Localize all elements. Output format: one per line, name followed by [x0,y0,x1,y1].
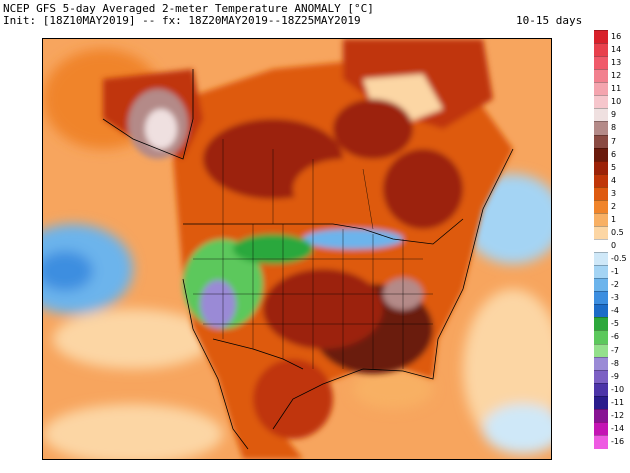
colorbar-swatch [594,317,608,332]
us-canada-border [183,218,464,245]
colorbar-swatch [594,186,608,201]
colorbar-swatch [594,82,608,97]
colorbar-label: -4 [611,306,619,316]
colorbar-label: -7 [611,345,619,355]
pacific-neutral-band [53,309,213,369]
colorbar-swatch [594,212,608,227]
colorbar-swatch [594,265,608,280]
colorbar-swatch [594,239,608,254]
colorbar-swatch [594,173,608,188]
colorbar-swatch [594,434,608,449]
colorbar-swatch [594,56,608,71]
alaska-extreme-core [145,109,177,149]
colorbar-swatch [594,108,608,123]
us-mexico-border [212,338,304,370]
colorbar-label: 3 [611,188,617,198]
colorbar-swatch [594,278,608,293]
colorbar-label: -2 [611,280,619,290]
colorbar-swatch [594,69,608,84]
colorbar-label: 5 [611,162,617,172]
colorbar-swatch [594,291,608,306]
colorbar-swatch [594,121,608,136]
rockies-cool [233,234,313,264]
colorbar-swatch [594,343,608,358]
colorbar-label: 2 [611,201,617,211]
colorbar-swatch [594,30,608,45]
quebec-hot [383,149,463,229]
colorbar-label: 9 [611,110,617,120]
colorbar-swatch [594,369,608,384]
colorbar-swatch [594,199,608,214]
colorbar-swatch [594,134,608,149]
colorbar-label: -3 [611,293,619,303]
colorbar-swatch [594,304,608,319]
colorbar-swatch [594,382,608,397]
colorbar-label: 4 [611,175,617,185]
colorbar-swatch [594,408,608,423]
great-lakes-cool [303,229,403,249]
caribbean-cool [483,404,551,454]
colorbar-label: 6 [611,149,617,159]
colorbar-swatch [594,225,608,240]
province-lines [222,139,374,230]
colorbar-label: -16 [611,436,625,446]
state-lines [193,224,433,369]
colorbar-label: -10 [611,384,625,394]
map-title: NCEP GFS 5-day Averaged 2-meter Temperat… [3,2,374,15]
colorbar-swatch [594,43,608,58]
colorbar-label: 0 [611,241,617,251]
colorbar-label: -12 [611,410,625,420]
west-cold-core [200,280,236,328]
colorbar-label: -6 [611,332,619,342]
forecast-range: 10-15 days [516,14,583,27]
central-us-warm [263,269,383,349]
colorbar-label: 0.5 [611,227,624,237]
colorbar-label: -14 [611,423,625,433]
colorbar-label: -1 [611,267,619,277]
colorbar-swatch [594,95,608,110]
colorbar-swatch [594,147,608,162]
colorbar-label: 11 [611,84,622,94]
colorbar-label: -8 [611,358,619,368]
gulf-neutral [353,369,433,409]
anomaly-map [42,38,552,460]
colorbar-label: -5 [611,319,619,329]
colorbar-swatch [594,395,608,410]
baffin-hot [333,99,413,159]
colorbar-swatch [594,330,608,345]
colorbar-label: -11 [611,397,625,407]
colorbar-label: 10 [611,97,622,107]
colorbar-label: -9 [611,371,619,381]
colorbar-swatch [594,356,608,371]
colorbar-label: 12 [611,71,622,81]
hudson-warm [293,159,393,219]
coastline [102,69,514,450]
pacific-cold-core [43,251,93,291]
colorbar-label: 1 [611,214,617,224]
colorbar-label: -0.5 [611,254,627,264]
colorbar-swatch [594,421,608,436]
colorbar-label: 16 [611,32,622,42]
colorbar-swatch [594,252,608,267]
colorbar: 16 14 13 12 11 10 9 8 7 6 5 4 3 2 1 0.5 0 -0.5 -1 -2 -3 -4 -5 -… [594,30,630,449]
colorbar-label: 13 [611,58,622,68]
colorbar-label: 14 [611,45,622,55]
anomaly-map-canvas [43,39,551,459]
colorbar-label: 7 [611,136,617,146]
colorbar-swatch [594,160,608,175]
south-pacific-neutral [43,404,223,459]
colorbar-label: 8 [611,123,617,133]
map-subtitle: Init: [18Z10MAY2019] -- fx: 18Z20MAY2019… [3,14,361,27]
